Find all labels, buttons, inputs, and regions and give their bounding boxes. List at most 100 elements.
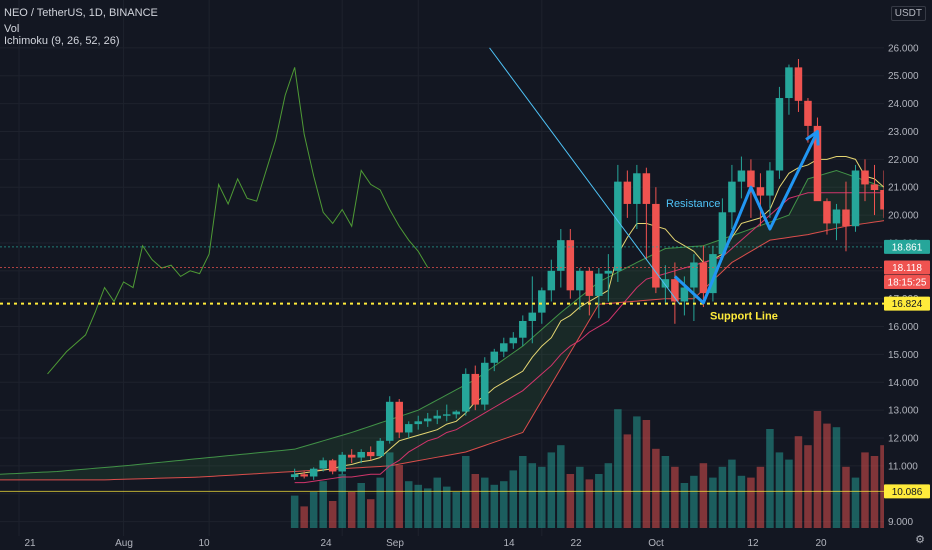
volume-bar: [385, 452, 394, 528]
candle[interactable]: [452, 411, 461, 415]
price-tick-label: 16.000: [888, 322, 919, 333]
volume-bar: [462, 456, 470, 528]
candle[interactable]: [557, 240, 565, 271]
candle[interactable]: [728, 181, 736, 213]
price-tick-label: 20.000: [888, 211, 919, 222]
candle[interactable]: [404, 424, 413, 433]
candle[interactable]: [832, 209, 841, 224]
candle[interactable]: [376, 440, 384, 457]
candle[interactable]: [538, 290, 546, 313]
candle[interactable]: [423, 418, 432, 422]
candle[interactable]: [576, 270, 584, 291]
price-tick-label: 24.000: [888, 99, 919, 110]
candle[interactable]: [395, 401, 403, 433]
volume-bar: [756, 466, 765, 528]
candle[interactable]: [842, 209, 850, 227]
candle[interactable]: [861, 170, 869, 185]
candle[interactable]: [566, 240, 575, 291]
candle[interactable]: [528, 312, 537, 321]
volume-bar: [566, 474, 575, 528]
candle[interactable]: [794, 67, 803, 101]
volume-bar: [309, 492, 318, 528]
volume-bar: [414, 484, 422, 528]
candle[interactable]: [385, 401, 394, 441]
price-tick-label: 25.000: [888, 71, 919, 82]
candle[interactable]: [604, 270, 613, 274]
volume-indicator-label[interactable]: Vol: [4, 23, 20, 35]
candle[interactable]: [471, 373, 480, 405]
volume-bar: [842, 466, 850, 528]
candle[interactable]: [623, 181, 632, 204]
candle[interactable]: [823, 201, 831, 224]
price-axis[interactable]: 9.00010.00011.00012.00013.00014.00015.00…: [884, 0, 932, 550]
candle[interactable]: [309, 468, 318, 477]
ichimoku-indicator-label[interactable]: Ichimoku (9, 26, 52, 26): [4, 35, 120, 47]
candle[interactable]: [595, 273, 603, 296]
candle[interactable]: [680, 287, 689, 302]
candle[interactable]: [709, 254, 717, 294]
candle[interactable]: [443, 414, 451, 416]
candle[interactable]: [642, 173, 651, 204]
candle[interactable]: [433, 415, 441, 419]
volume-bar: [652, 448, 660, 528]
candle[interactable]: [547, 270, 556, 291]
candle[interactable]: [462, 373, 470, 412]
candle[interactable]: [614, 181, 622, 271]
volume-bar: [775, 452, 784, 528]
resistance-trendline[interactable]: [489, 47, 681, 305]
candle[interactable]: [813, 125, 822, 202]
symbol-title[interactable]: NEO / TetherUS, 1D, BINANCE: [4, 7, 158, 19]
candle[interactable]: [870, 184, 879, 190]
candle[interactable]: [785, 67, 793, 99]
candle[interactable]: [661, 279, 670, 288]
candle[interactable]: [519, 320, 527, 338]
price-tag-label: 18:15:25: [888, 277, 927, 288]
volume-bar: [595, 474, 603, 528]
candle[interactable]: [699, 262, 708, 294]
candle[interactable]: [328, 460, 337, 472]
price-tick-label: 9.000: [888, 517, 913, 528]
candle[interactable]: [338, 454, 346, 472]
currency-label[interactable]: USDT: [890, 6, 926, 21]
candle[interactable]: [737, 170, 746, 182]
candle[interactable]: [290, 474, 299, 478]
volume-bar: [347, 492, 356, 528]
annotations[interactable]: Support Line Resistance: [0, 47, 884, 492]
candle[interactable]: [357, 451, 365, 458]
candle[interactable]: [671, 279, 679, 302]
candle[interactable]: [690, 262, 698, 288]
price-tick-label: 22.000: [888, 155, 919, 166]
volume-bar: [500, 481, 508, 528]
candle[interactable]: [585, 270, 594, 296]
volume-bar: [604, 463, 613, 528]
candle[interactable]: [366, 451, 375, 457]
candle[interactable]: [490, 351, 499, 363]
time-tick-label: Sep: [386, 538, 404, 549]
forecast-path[interactable]: [673, 130, 819, 305]
candle[interactable]: [481, 362, 489, 405]
volume-bar: [433, 477, 441, 528]
candle[interactable]: [747, 170, 755, 188]
candle[interactable]: [347, 454, 356, 458]
candle[interactable]: [766, 170, 774, 196]
candle[interactable]: [756, 187, 765, 196]
candle[interactable]: [652, 203, 660, 288]
candle[interactable]: [804, 100, 812, 126]
candle[interactable]: [509, 337, 518, 344]
time-tick-label: 22: [570, 538, 582, 549]
time-axis[interactable]: 21 Aug 10 24 Sep 14 22 Oct 12 20: [0, 536, 932, 550]
candle[interactable]: [319, 460, 327, 469]
candle[interactable]: [851, 170, 860, 227]
candle[interactable]: [718, 212, 727, 255]
volume-bar: [804, 445, 812, 528]
volume-bar: [547, 452, 556, 528]
candle[interactable]: [500, 343, 508, 352]
candle[interactable]: [300, 474, 308, 477]
candle[interactable]: [775, 98, 784, 171]
candle[interactable]: [633, 173, 641, 204]
candle[interactable]: [414, 421, 422, 425]
forecast-arrowhead: [805, 129, 820, 146]
gear-icon[interactable]: ⚙: [915, 534, 925, 546]
ichimoku-cloud: [0, 169, 885, 481]
